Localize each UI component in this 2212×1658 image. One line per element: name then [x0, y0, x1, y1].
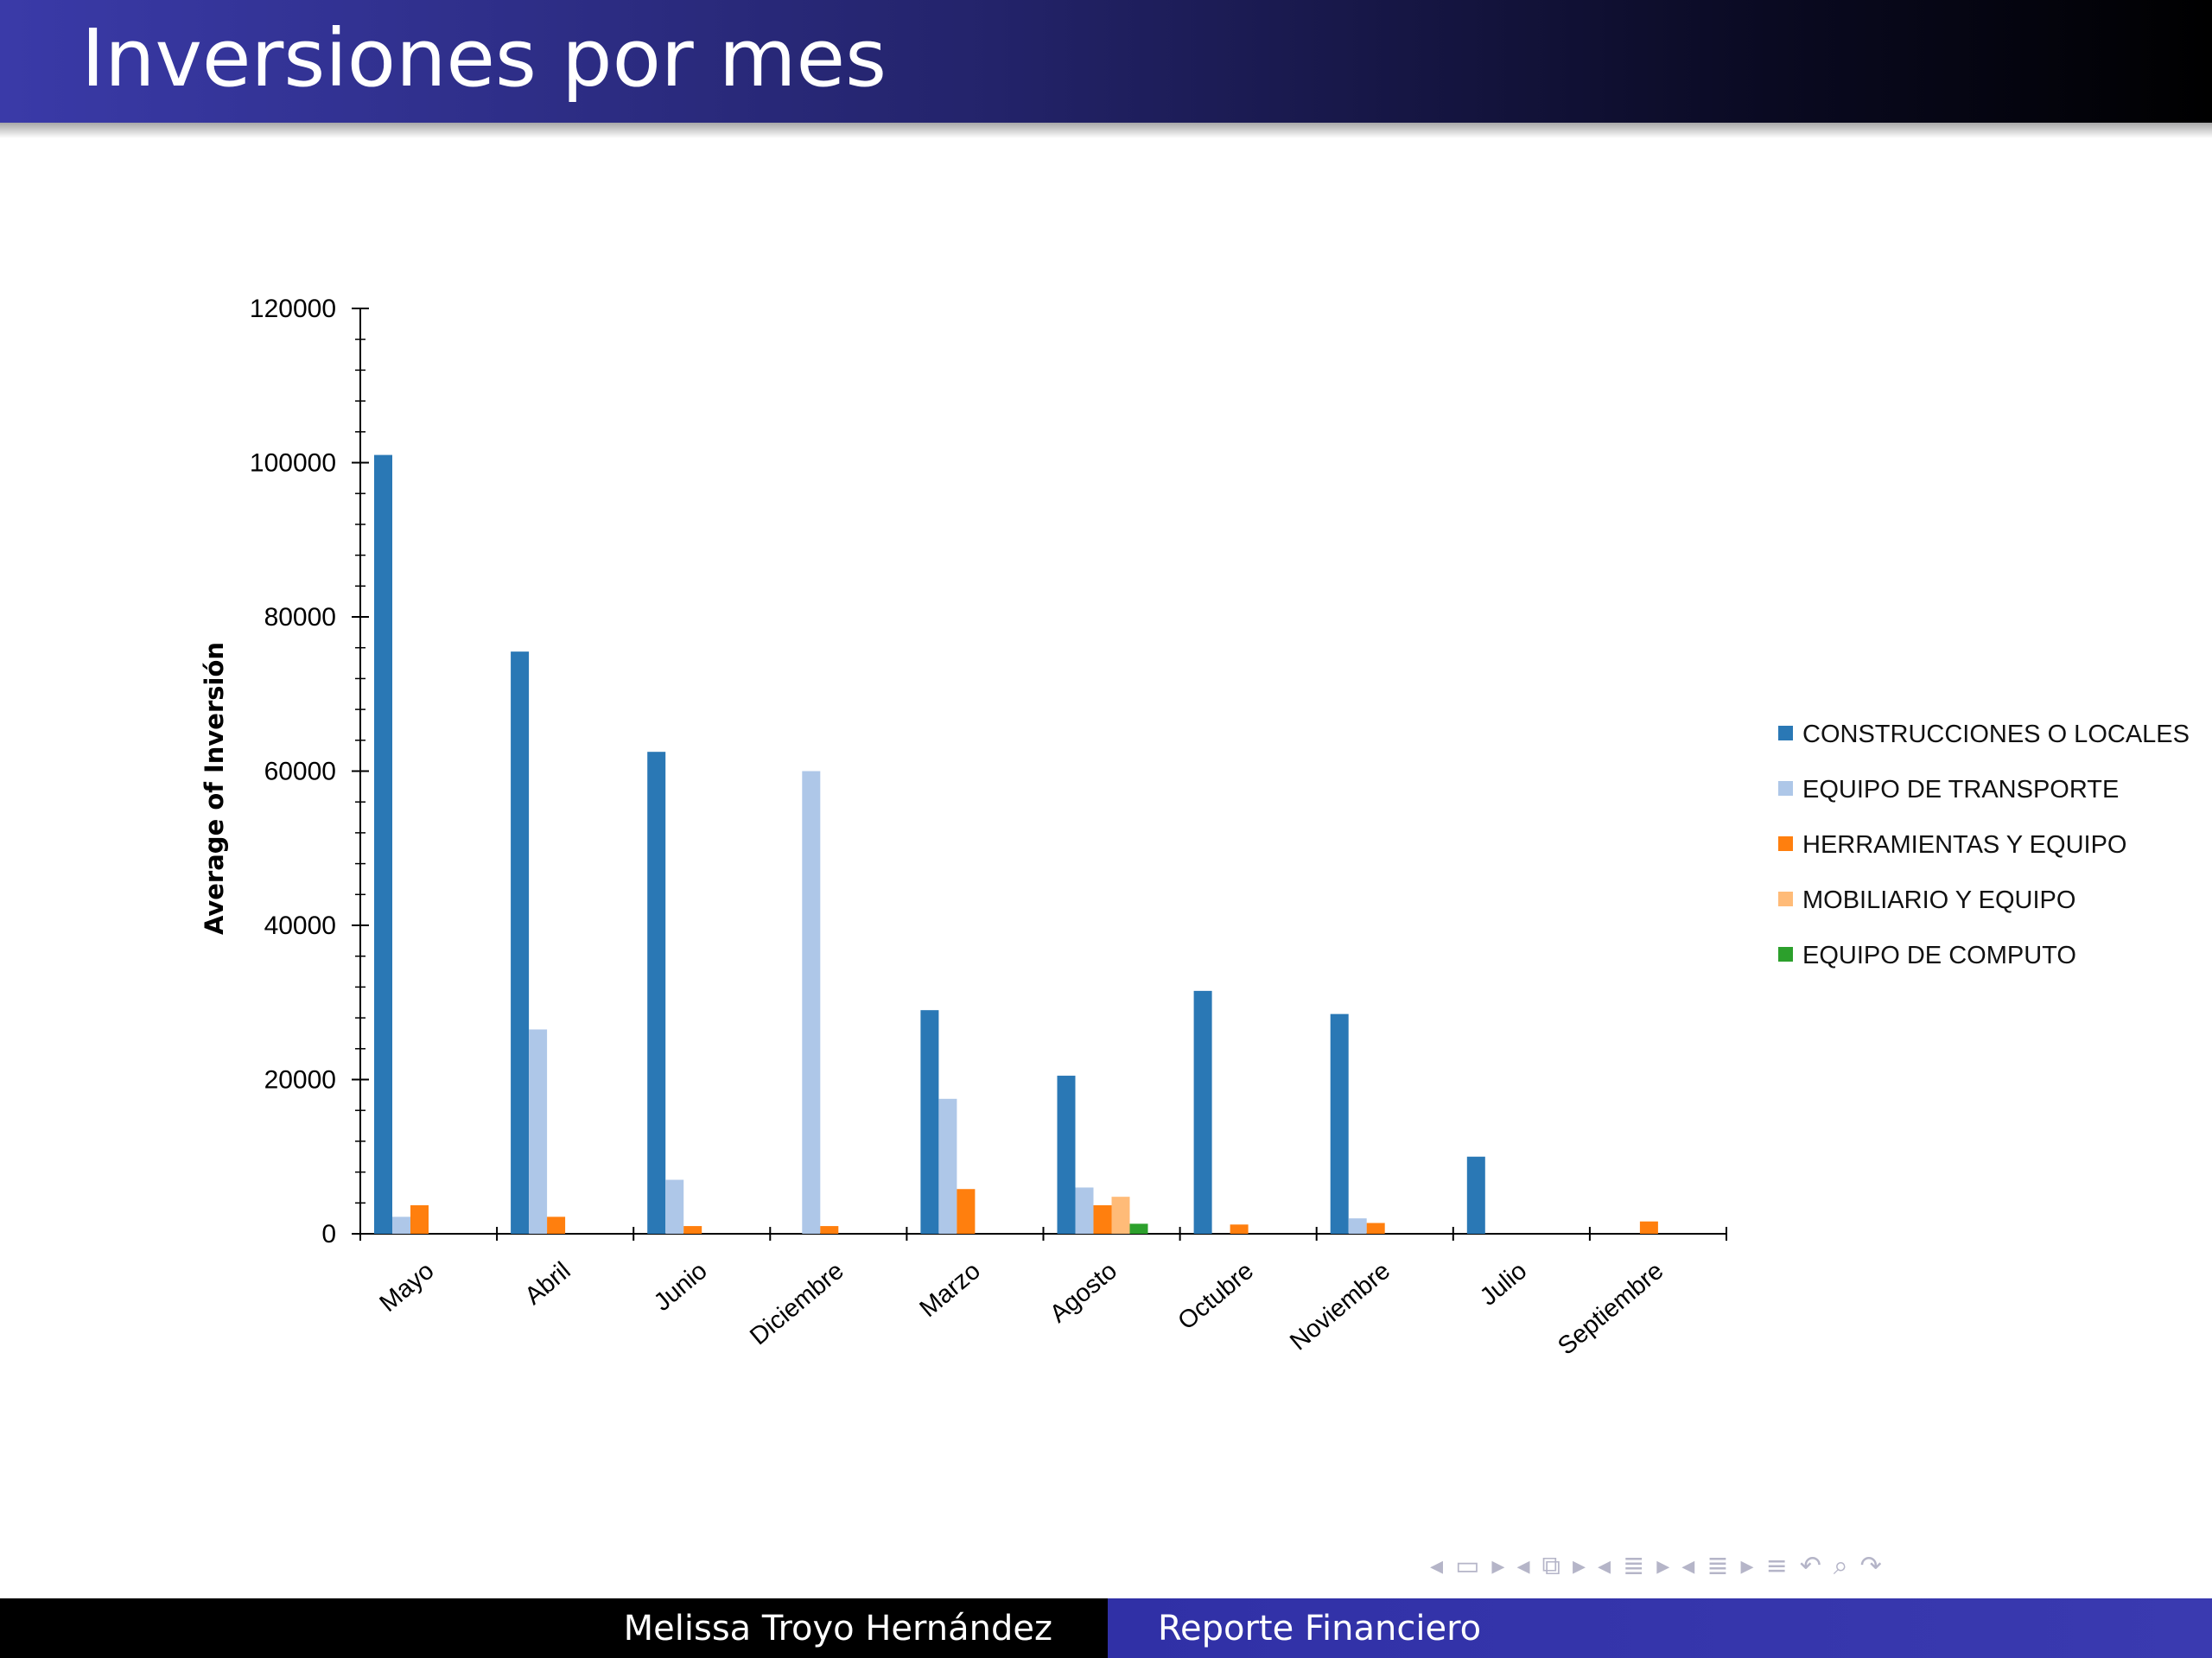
arrow-left-icon[interactable]: ◂ — [1598, 1550, 1611, 1581]
arrow-right-icon[interactable]: ▸ — [1491, 1550, 1505, 1581]
footer-title: Reporte Financiero — [1108, 1598, 2212, 1658]
bar — [529, 1029, 548, 1234]
bar — [820, 1226, 839, 1234]
y-tick-label: 80000 — [264, 603, 336, 632]
x-category-label: Marzo — [915, 1257, 986, 1323]
title-bar-shadow — [0, 123, 2212, 138]
align-icon[interactable]: ≡ — [1765, 1550, 1788, 1581]
y-tick-label: 0 — [321, 1220, 336, 1248]
footer-author-text: Melissa Troyo Hernández — [623, 1608, 1052, 1648]
bar — [1057, 1076, 1076, 1234]
footer-title-text: Reporte Financiero — [1158, 1608, 1482, 1648]
bar — [1129, 1223, 1148, 1234]
title-bar — [0, 0, 2212, 123]
list-icon[interactable]: ≣ — [1707, 1550, 1729, 1581]
legend-label: HERRAMIENTAS Y EQUIPO — [1802, 831, 2126, 859]
legend-swatch — [1778, 892, 1793, 906]
x-category-label: Diciembre — [745, 1257, 849, 1350]
legend-label: CONSTRUCCIONES O LOCALES — [1802, 721, 2190, 748]
bar — [1366, 1223, 1385, 1234]
y-tick-label: 40000 — [264, 912, 336, 940]
bar — [374, 454, 392, 1234]
arrow-left-icon[interactable]: ◂ — [1516, 1550, 1530, 1581]
x-category-label: Septiembre — [1553, 1257, 1669, 1361]
x-category-label: Agosto — [1045, 1257, 1122, 1329]
x-category-label: Mayo — [375, 1257, 440, 1318]
bar — [1193, 990, 1212, 1234]
bar — [410, 1204, 429, 1234]
bar — [1348, 1218, 1367, 1234]
bar — [938, 1098, 957, 1234]
bar — [647, 752, 666, 1234]
arrow-right-icon[interactable]: ▸ — [1740, 1550, 1754, 1581]
bar — [1111, 1197, 1130, 1234]
frame-icon[interactable]: ▭ — [1455, 1550, 1480, 1581]
arrow-right-icon[interactable]: ▸ — [1656, 1550, 1670, 1581]
bar — [1466, 1156, 1485, 1234]
y-tick-label: 60000 — [264, 758, 336, 786]
x-category-label: Noviembre — [1285, 1257, 1395, 1356]
legend-label: EQUIPO DE TRANSPORTE — [1802, 776, 2119, 804]
bar — [1075, 1187, 1094, 1234]
y-axis-title: Average of Inversión — [200, 642, 229, 935]
bar — [802, 771, 821, 1234]
legend-swatch — [1778, 781, 1793, 796]
redo-icon[interactable]: ↷ — [1859, 1550, 1882, 1581]
section-icon[interactable]: ≣ — [1623, 1550, 1645, 1581]
footer-author: Melissa Troyo Hernández — [0, 1598, 1108, 1658]
beamer-navigation: ◂ ▭ ▸ ◂ ⧉ ▸ ◂ ≣ ▸ ◂ ≣ ▸ ≡ ↶ ⌕ ↷ — [1430, 1547, 2190, 1585]
bar — [1230, 1224, 1249, 1234]
x-category-label: Abril — [520, 1257, 576, 1311]
x-category-label: Octubre — [1173, 1257, 1259, 1336]
undo-icon[interactable]: ↶ — [1799, 1550, 1821, 1581]
legend-label: MOBILIARIO Y EQUIPO — [1802, 886, 2075, 914]
x-category-label: Julio — [1475, 1257, 1532, 1312]
bar — [511, 651, 530, 1234]
bar — [957, 1189, 976, 1234]
arrow-right-icon[interactable]: ▸ — [1572, 1550, 1586, 1581]
legend-swatch — [1778, 726, 1793, 740]
subsection-icon[interactable]: ⧉ — [1541, 1550, 1560, 1581]
bar — [1093, 1204, 1112, 1234]
legend-swatch — [1778, 836, 1793, 851]
bar — [547, 1217, 566, 1234]
legend-swatch — [1778, 947, 1793, 962]
y-tick-label: 20000 — [264, 1066, 336, 1095]
bar — [1639, 1221, 1658, 1234]
slide-title: Inversiones por mes — [81, 12, 887, 105]
y-tick-label: 120000 — [250, 295, 336, 323]
bar — [665, 1179, 684, 1234]
bar — [920, 1010, 939, 1234]
bar — [392, 1217, 410, 1234]
search-icon[interactable]: ⌕ — [1833, 1550, 1848, 1581]
bar — [683, 1226, 702, 1234]
legend-label: EQUIPO DE COMPUTO — [1802, 942, 2076, 969]
bar — [1330, 1013, 1349, 1234]
x-category-label: Junio — [649, 1257, 713, 1317]
arrow-left-icon[interactable]: ◂ — [1430, 1550, 1444, 1581]
arrow-left-icon[interactable]: ◂ — [1681, 1550, 1695, 1581]
y-tick-label: 100000 — [250, 449, 336, 478]
